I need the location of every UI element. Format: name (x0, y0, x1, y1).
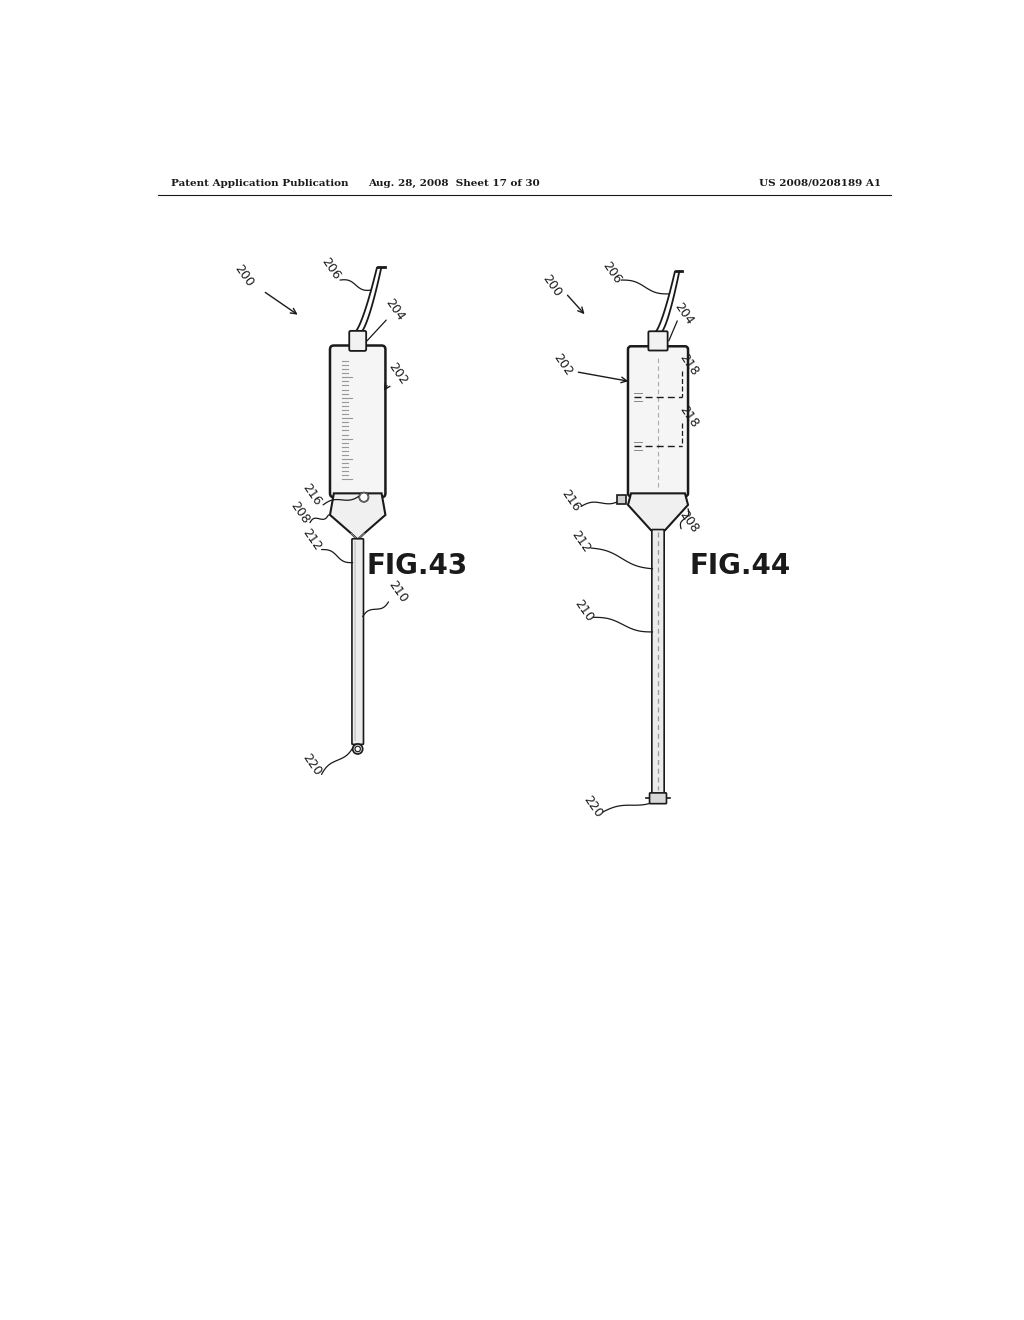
Text: 220: 220 (299, 751, 324, 777)
FancyBboxPatch shape (330, 346, 385, 498)
Text: 210: 210 (571, 598, 595, 624)
Text: 212: 212 (299, 527, 324, 553)
Text: 218: 218 (677, 403, 701, 430)
Text: 216: 216 (559, 487, 583, 515)
FancyBboxPatch shape (648, 331, 668, 351)
FancyBboxPatch shape (628, 346, 688, 496)
Text: FIG.44: FIG.44 (690, 553, 791, 581)
Polygon shape (628, 494, 688, 531)
FancyBboxPatch shape (617, 495, 627, 504)
FancyBboxPatch shape (652, 529, 665, 795)
Text: 202: 202 (386, 360, 410, 388)
Text: 208: 208 (288, 499, 312, 527)
Text: 204: 204 (383, 297, 407, 323)
Text: 206: 206 (600, 259, 624, 286)
Text: 202: 202 (551, 351, 575, 379)
Text: 200: 200 (231, 263, 256, 289)
Circle shape (355, 746, 360, 751)
Text: 208: 208 (677, 508, 701, 536)
FancyBboxPatch shape (349, 331, 367, 351)
Text: Patent Application Publication: Patent Application Publication (171, 178, 348, 187)
Circle shape (352, 744, 362, 754)
Text: 220: 220 (581, 793, 605, 820)
Text: US 2008/0208189 A1: US 2008/0208189 A1 (759, 178, 882, 187)
FancyBboxPatch shape (649, 793, 667, 804)
Polygon shape (330, 494, 385, 540)
Text: 216: 216 (299, 482, 324, 508)
Text: 206: 206 (318, 255, 343, 282)
Text: 204: 204 (672, 301, 695, 327)
Text: 210: 210 (386, 578, 410, 606)
Text: FIG.43: FIG.43 (367, 553, 468, 581)
Circle shape (359, 492, 369, 502)
Text: 200: 200 (540, 272, 564, 298)
FancyBboxPatch shape (352, 539, 364, 744)
Text: 212: 212 (569, 528, 593, 556)
Text: Aug. 28, 2008  Sheet 17 of 30: Aug. 28, 2008 Sheet 17 of 30 (368, 178, 540, 187)
Text: 218: 218 (677, 351, 701, 379)
